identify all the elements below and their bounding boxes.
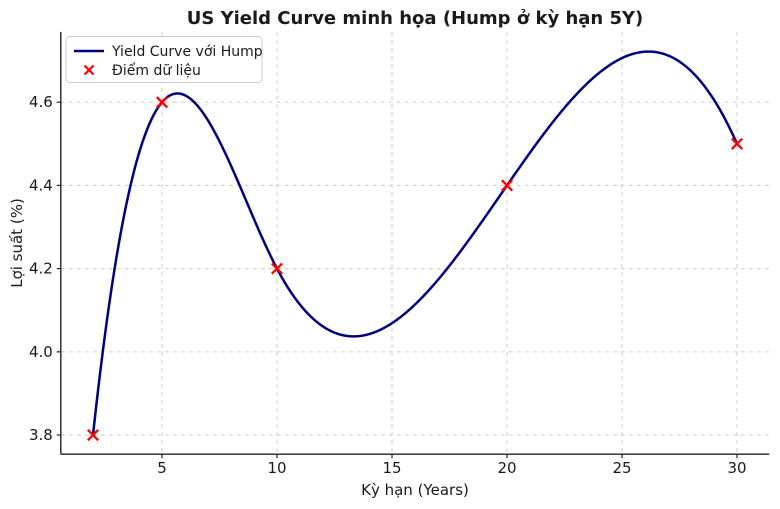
x-tick-label: 30 (727, 459, 746, 477)
y-axis-label: Lợi suất (%) (8, 198, 26, 288)
legend-box (65, 36, 263, 83)
x-tick-label: 15 (382, 459, 401, 477)
y-tick-label: 4.0 (29, 343, 53, 361)
data-point-marker (86, 429, 100, 442)
grid-layer (60, 31, 770, 455)
x-tick-label: 25 (612, 459, 631, 477)
data-point-marker (730, 137, 744, 150)
data-point-marker (500, 179, 514, 192)
tick-layer: 5 10 15 20 25 30 3.8 4.0 4.2 4.4 4.6 (29, 93, 747, 477)
y-tick-label: 4.4 (29, 176, 53, 194)
data-point-marker (270, 262, 284, 275)
y-tick-label: 3.8 (29, 426, 53, 444)
x-axis-label: Kỳ hạn (Years) (361, 481, 469, 499)
chart-title: US Yield Curve minh họa (Hump ở kỳ hạn 5… (187, 8, 644, 29)
yield-curve-line (91, 50, 739, 437)
x-tick-label: 10 (267, 459, 286, 477)
x-tick-label: 20 (497, 459, 516, 477)
legend: Yield Curve với Hump Điểm dữ liệu (65, 36, 263, 83)
data-points (86, 96, 744, 442)
y-tick-label: 4.2 (29, 260, 53, 278)
axes-layer (60, 31, 770, 455)
x-tick-label: 5 (157, 459, 167, 477)
legend-x-marker-icon (83, 64, 95, 76)
y-tick-label: 4.6 (29, 93, 53, 111)
legend-entry-points: Điểm dữ liệu (112, 62, 201, 79)
legend-entry-curve: Yield Curve với Hump (111, 44, 263, 60)
data-point-marker (155, 96, 169, 109)
